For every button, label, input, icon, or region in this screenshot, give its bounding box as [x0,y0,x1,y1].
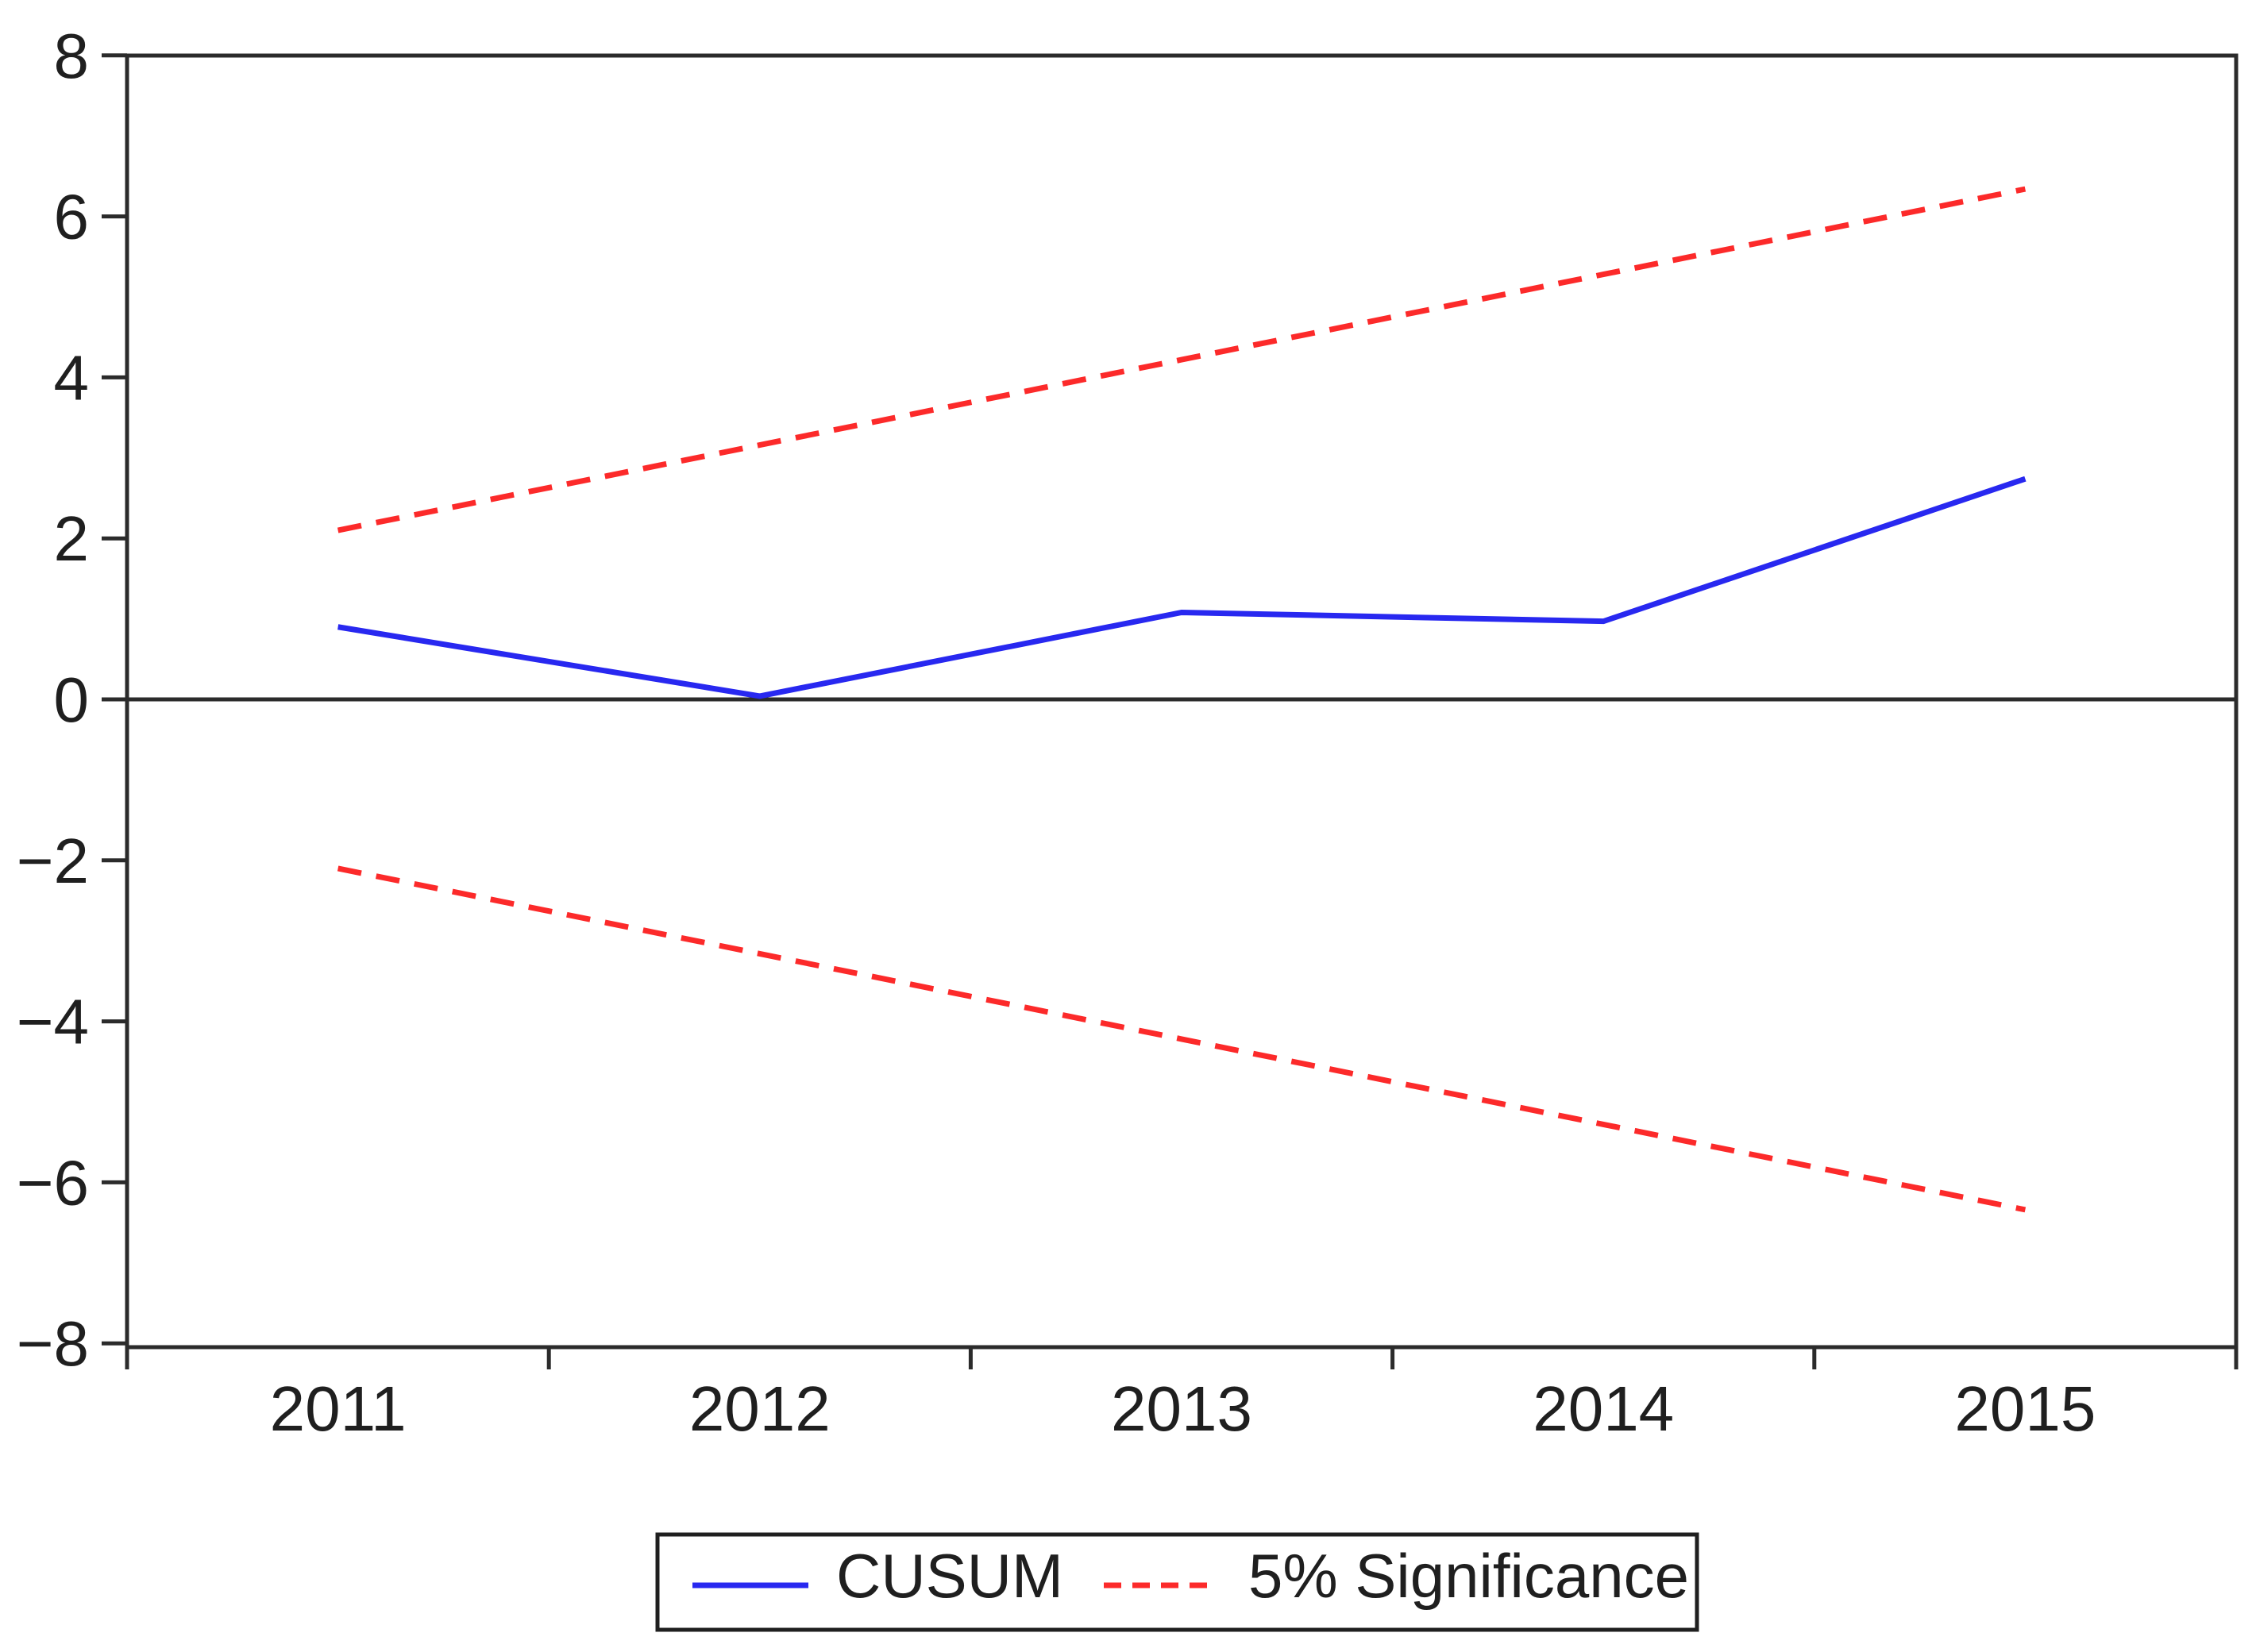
y-tick-label: −8 [17,1308,89,1379]
y-tick-label: 6 [54,182,90,252]
x-axis: 2011 2012 2013 2014 2015 [125,1347,2239,1444]
y-tick-label: −4 [17,987,89,1057]
y-tick-label: −6 [17,1147,89,1218]
legend-box [655,1532,1699,1632]
legend: CUSUM 5% Significance [655,1532,1699,1632]
significance-upper-line [337,186,2027,533]
legend-cusum-label: CUSUM [836,1541,1063,1611]
x-tick-label: 2015 [1954,1373,2096,1444]
y-tick-label: 8 [54,21,90,91]
y-tick-label: 0 [54,664,90,735]
x-tick-label: 2011 [270,1373,407,1444]
x-tick-label: 2012 [689,1373,831,1444]
y-tick-label: −2 [17,826,89,896]
y-tick-label: 2 [54,503,90,574]
y-axis: 8 6 4 2 0 −2 −4 −6 −8 [17,21,127,1379]
y-tick-label: 4 [54,342,90,413]
cusum-line [337,476,2027,699]
legend-significance-label: 5% Significance [1248,1541,1689,1611]
x-tick-label: 2014 [1533,1373,1674,1444]
significance-lower-line [337,865,2027,1213]
x-tick-label: 2013 [1111,1373,1252,1444]
